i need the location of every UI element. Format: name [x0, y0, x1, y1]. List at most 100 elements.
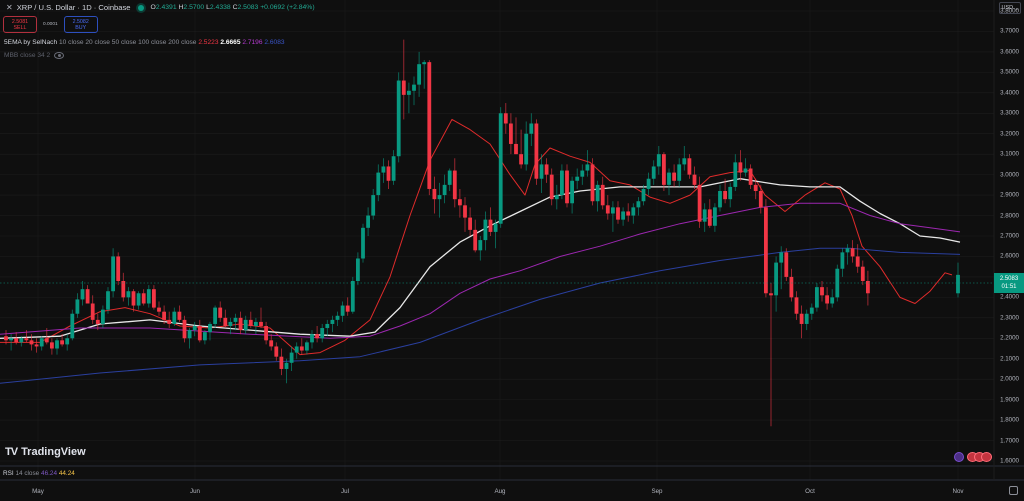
candle: [223, 317, 228, 326]
candle: [764, 207, 768, 294]
candle: [401, 80, 406, 95]
candle: [345, 305, 350, 312]
price-tick-label: 3.6000: [1000, 48, 1019, 56]
candle: [407, 90, 411, 95]
price-tick-label: 2.3000: [1000, 314, 1019, 322]
currency-selector[interactable]: USD ⌄: [999, 2, 1021, 14]
candle: [391, 156, 396, 181]
buy-price: 2.5082: [72, 18, 89, 25]
candle: [758, 191, 763, 208]
candle: [172, 311, 177, 324]
symbol-title[interactable]: XRP / U.S. Dollar · 1D · Coinbase: [16, 3, 131, 12]
candle: [162, 311, 166, 320]
candle: [636, 201, 641, 208]
candle: [641, 188, 646, 202]
candle: [667, 172, 671, 185]
ema50-value: 2.6665: [220, 39, 241, 46]
candle: [412, 84, 416, 91]
candle: [468, 217, 472, 230]
price-tick-label: 2.0000: [1000, 375, 1019, 383]
time-tick-label: Jul: [341, 488, 349, 495]
candle: [651, 166, 656, 179]
rsi-signal-value: 44.24: [58, 470, 75, 477]
candle: [167, 319, 172, 324]
candle: [330, 319, 335, 324]
candle: [111, 256, 115, 292]
candle: [141, 293, 146, 304]
price-tick-label: 2.2000: [1000, 334, 1019, 342]
price-tick-label: 2.7000: [1000, 232, 1019, 240]
settings-gear-icon[interactable]: [1009, 486, 1018, 495]
candle: [152, 289, 156, 308]
candle: [305, 342, 309, 351]
candle: [310, 334, 314, 343]
candle: [575, 176, 580, 181]
candle: [279, 356, 284, 369]
price-tick-label: 3.8000: [1000, 7, 1019, 15]
candle: [595, 184, 600, 202]
candle: [44, 338, 49, 343]
candle: [197, 326, 202, 341]
rsi-indicator-legend[interactable]: RSI 14 close 46.24 44.24: [3, 470, 75, 477]
candle: [769, 293, 773, 296]
candle: [590, 164, 595, 202]
candle: [498, 113, 503, 224]
candle: [177, 311, 182, 320]
candle: [350, 281, 355, 312]
candle: [519, 154, 523, 165]
candle: [254, 321, 258, 326]
economic-events[interactable]: [954, 452, 992, 462]
candle: [85, 289, 90, 304]
candle: [600, 184, 605, 206]
candle: [804, 313, 809, 324]
price-tick-label: 1.9000: [1000, 396, 1019, 404]
candle: [90, 303, 95, 320]
candle: [473, 229, 478, 251]
event-icon[interactable]: [954, 452, 964, 462]
us-flag-event-icon[interactable]: [981, 452, 992, 462]
candle: [294, 346, 299, 353]
candle: [748, 168, 753, 185]
candle: [616, 207, 620, 220]
candle: [238, 317, 243, 331]
candle: [799, 313, 804, 324]
candle: [682, 158, 687, 165]
candle: [478, 240, 483, 251]
candle: [743, 168, 748, 173]
candle: [9, 338, 13, 341]
mbb-indicator-legend[interactable]: MBB close 34 2: [4, 52, 65, 59]
sell-button[interactable]: 2.5081 SELL: [3, 16, 37, 33]
buy-button[interactable]: 2.5082 BUY: [63, 16, 98, 33]
close-icon[interactable]: ✕: [6, 3, 13, 12]
candle: [554, 195, 559, 200]
ema100-value: 2.7196: [242, 39, 263, 46]
price-tick-label: 1.6000: [1000, 457, 1019, 465]
candle: [488, 219, 493, 232]
price-tick-label: 3.3000: [1000, 109, 1019, 117]
price-tick-label: 1.8000: [1000, 416, 1019, 424]
candle: [182, 319, 187, 339]
candle: [794, 297, 799, 314]
tradingview-logo[interactable]: TV TradingView: [5, 446, 86, 458]
time-tick-label: Sep: [651, 488, 663, 495]
candle: [34, 344, 39, 347]
price-tick-label: 2.6000: [1000, 252, 1019, 260]
candle: [95, 319, 100, 324]
candle: [60, 340, 64, 345]
candle: [534, 123, 539, 179]
candle: [39, 338, 44, 347]
candle: [55, 340, 59, 349]
candle: [335, 315, 340, 320]
candle: [733, 162, 738, 187]
hidden-eye-icon[interactable]: [54, 52, 65, 59]
ema100-line: [0, 202, 961, 339]
candle: [70, 313, 75, 339]
candle: [14, 338, 19, 343]
candle: [340, 305, 345, 316]
candle: [371, 195, 376, 216]
candle: [136, 293, 141, 306]
ema-indicator-legend[interactable]: 5EMA by SelNach 10 close 20 close 50 clo…: [4, 39, 285, 46]
candle: [80, 289, 85, 300]
candle: [789, 276, 794, 298]
